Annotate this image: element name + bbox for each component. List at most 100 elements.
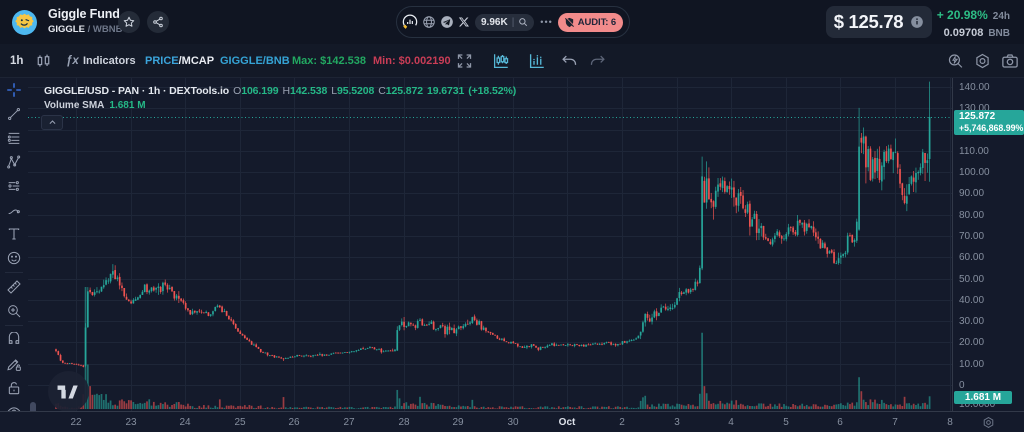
time-axis-label: 28 [398,417,410,428]
more-options-button[interactable]: ••• [540,17,553,27]
price-usd: $ 125.78 [833,11,904,32]
emoji-tool-icon[interactable] [0,246,28,270]
legend-high-label: H [282,85,290,97]
favorite-button[interactable] [118,11,140,33]
time-axis-label: 2 [619,417,625,428]
token-name: Giggle Fund [48,7,120,21]
indicators-button[interactable]: Indicators [83,54,136,67]
min-price-label: Min: $0.002190 [373,54,451,67]
views-search-pill[interactable]: 9.96K | [475,13,535,31]
price-chart-canvas[interactable] [28,78,952,411]
fx-icon[interactable]: ƒx [66,54,79,67]
price-axis-label: 70.00 [959,231,985,242]
price-axis-label: 40.00 [959,294,985,306]
candle-style-icon[interactable] [35,52,52,69]
pair-separator: / [87,23,91,35]
snapshot-camera-icon[interactable] [1001,52,1019,70]
tools-divider [5,272,23,273]
views-count: 9.96K [481,16,508,28]
zoom-in-tool-icon[interactable] [0,299,28,323]
time-axis-label: 25 [234,417,246,428]
text-tool-icon[interactable] [0,222,28,246]
change-24h: + 20.98% [936,8,988,22]
crosshair-tool-icon[interactable] [0,78,28,102]
x-twitter-icon[interactable] [458,16,470,28]
price-quote-unit: BNB [988,28,1010,39]
legend-series-title[interactable]: GIGGLE/USD - PAN · 1h · DEXTools.io [44,85,230,97]
price-axis-label: 60.00 [959,252,985,264]
pair-base: GIGGLE [48,23,85,35]
time-axis-label: 5 [783,417,789,428]
time-axis-label: 7 [892,417,898,428]
covered-scale-label: 10.0000 [959,399,996,410]
header-bar: Giggle Fund GIGGLE / WBNB 9.96K | ••• AU… [0,0,1024,44]
legend-open-value: 106.199 [241,85,279,97]
tradingview-watermark[interactable] [48,371,89,412]
undo-icon[interactable] [561,52,578,69]
legend-low-label: L [331,85,337,97]
chart-toolbar: 1h ƒx Indicators PRICE/MCAP GIGGLE/BNB M… [0,44,1024,78]
info-icon[interactable] [910,15,924,29]
telegram-icon[interactable] [440,15,454,29]
time-axis-label: 4 [728,417,734,428]
chart-legend: GIGGLE/USD - PAN · 1h · DEXTools.io O106.… [44,84,516,98]
fullscreen-icon[interactable] [456,52,473,69]
time-axis[interactable]: 22 23 24 25 26 27 28 29 30 Oct 2 3 4 5 6 7 8 [0,411,1024,432]
settings-gear-icon[interactable] [974,52,991,69]
volume-sma-value: 1.681 M [109,100,146,111]
change-period: 24h [992,11,1010,22]
search-icon[interactable] [518,17,528,27]
drawing-lock-tool-icon[interactable] [0,352,28,376]
candlestick-chart-icon[interactable] [492,52,510,70]
price-mcap-toggle[interactable]: PRICE/MCAP [145,55,214,67]
fib-retracement-tool-icon[interactable] [0,126,28,150]
time-axis-label: 8 [947,417,953,428]
timeframe-button[interactable]: 1h [10,54,24,67]
last-price-value: 125.872 [959,111,996,122]
last-price-badge: 125.872 +5,746,868.99% [954,110,1024,135]
volume-sma-label[interactable]: Volume SMA [44,100,105,111]
token-links-group: 9.96K | ••• AUDIT: 6 [396,6,631,38]
brush-tool-icon[interactable] [0,198,28,222]
magnet-tool-icon[interactable] [0,328,28,352]
mcap-mode: /MCAP [178,54,215,67]
candlestick-pane[interactable]: GIGGLE/USD - PAN · 1h · DEXTools.io O106.… [28,78,952,412]
price-axis-label: 130.00 [959,103,990,115]
legend-close-value: 125.872 [385,85,423,97]
timezone-gear-icon[interactable] [982,416,995,432]
xabcd-pattern-tool-icon[interactable] [0,150,28,174]
token-title-block: Giggle Fund GIGGLE / WBNB [48,8,122,34]
price-axis-label: 110.00 [959,145,989,157]
last-price-percent: +5,746,868.99% [959,123,1024,133]
share-button[interactable] [147,11,169,33]
website-globe-icon[interactable] [422,15,436,29]
legend-close-label: C [378,85,386,97]
legend-high-value: 142.538 [289,85,328,97]
time-axis-label: 26 [288,417,300,428]
trend-line-tool-icon[interactable] [0,102,28,126]
time-axis-label: 6 [837,417,843,428]
quick-search-icon[interactable] [947,52,964,69]
token-logo[interactable] [12,10,37,35]
legend-collapse-button[interactable] [41,115,63,130]
volume-legend: Volume SMA 1.681 M [44,100,146,111]
legend-change-pct: (+18.52%) [468,85,517,97]
pair-quote: WBNB [92,23,123,35]
volume-badge: 1.681 M [954,391,1012,404]
price-axis[interactable]: 125.872 +5,746,868.99% 10.0000 1.681 M 0… [952,78,1024,411]
audit-label: AUDIT: 6 [577,16,617,28]
legend-low-value: 95.5208 [336,85,375,97]
views-divider: | [511,16,515,28]
long-short-position-tool-icon[interactable] [0,174,28,198]
ruler-tool-icon[interactable] [0,275,28,299]
redo-icon[interactable] [589,52,606,69]
time-axis-label: 30 [507,417,519,428]
lock-all-tool-icon[interactable] [0,376,28,400]
price-change-block: + 20.98% 24h 0.09708 BNB [920,7,1010,42]
price-axis-label: 30.00 [959,316,985,328]
dextscore-gauge-icon[interactable] [402,14,418,30]
time-axis-label: 29 [452,417,464,428]
pair-toggle-button[interactable]: GIGGLE/BNB [220,54,290,67]
audit-badge[interactable]: AUDIT: 6 [557,12,624,32]
volume-chart-icon[interactable] [528,52,546,70]
